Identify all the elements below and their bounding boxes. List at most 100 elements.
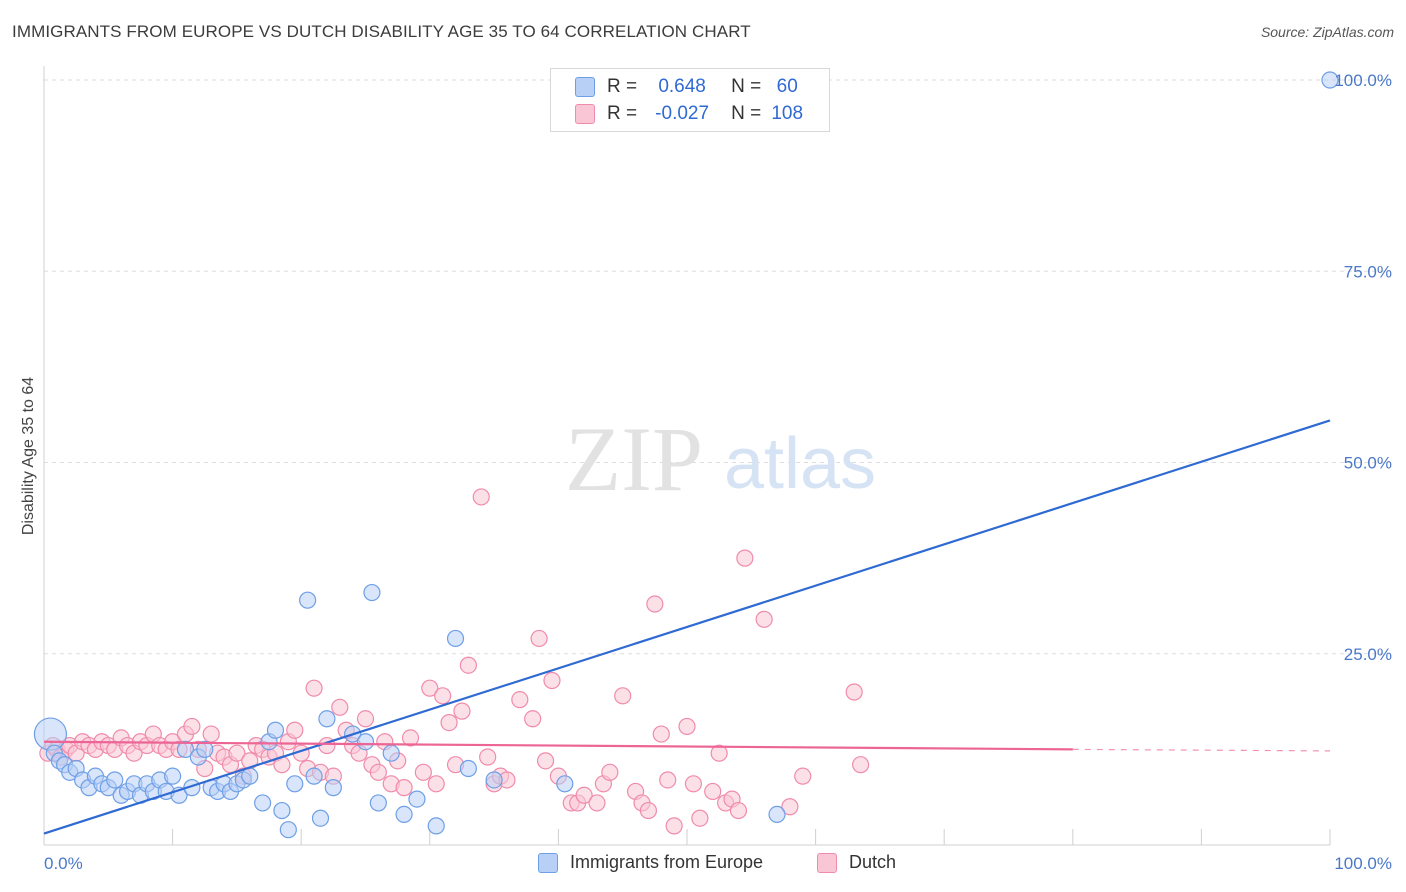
source-label: Source: ZipAtlas.com [1260,24,1394,40]
point-europe [311,809,330,827]
point-dutch [659,771,677,789]
x-tick-label: 100.0% [1334,854,1392,873]
x-tick-label: 0.0% [44,854,83,873]
point-europe [305,767,323,785]
point-europe [266,721,285,739]
point-dutch [691,809,709,827]
point-europe [556,775,574,793]
grid-lines [44,79,1390,655]
point-dutch [524,710,542,728]
point-europe [279,821,297,839]
point-europe [33,717,68,751]
point-dutch [601,763,619,781]
point-europe [1321,71,1339,89]
legend-swatch-europe [538,852,558,873]
point-dutch [614,687,632,705]
point-europe [176,740,195,758]
point-europe [485,771,503,789]
point-europe [254,794,272,812]
point-dutch [395,779,413,797]
point-dutch [684,775,703,793]
y-tick-label: 25.0% [1344,645,1392,664]
point-dutch [729,801,748,820]
legend-item-dutch[interactable]: Dutch [817,852,896,873]
point-dutch [440,713,458,732]
point-dutch [479,748,497,766]
point-europe [299,591,317,609]
legend-r-value: 0.648 [658,76,706,97]
series-legend: Immigrants from Europe Dutch [0,852,1406,878]
point-dutch [710,744,728,762]
watermark: ZIP atlas [565,408,876,510]
point-europe [363,583,381,602]
point-dutch [536,752,555,770]
point-dutch [652,725,670,743]
point-dutch [588,794,606,812]
legend-n-label: N = [731,76,762,97]
legend-row-europe: R = 0.648 N = 60 [575,74,813,100]
point-dutch [755,610,773,628]
point-dutch [453,702,471,720]
point-dutch [414,763,432,781]
legend-swatch-dutch [817,852,837,873]
y-tick-label: 100.0% [1334,71,1392,90]
point-dutch [228,744,246,762]
tick-labels: 25.0% 50.0% 75.0% 100.0% 0.0% 100.0% [44,71,1392,873]
point-europe [241,767,259,785]
point-europe [196,740,214,758]
stats-legend: R = 0.648 N = 60 R = -0.027 N = 108 [550,68,830,132]
trend-line-europe [43,419,1331,835]
chart-title: IMMIGRANTS FROM EUROPE VS DUTCH DISABILI… [12,22,751,41]
y-axis-label: Disability Age 35 to 64 [20,377,37,535]
legend-r-label: R = [607,103,638,124]
legend-n-value: 108 [771,103,804,124]
point-dutch [646,595,664,613]
point-europe [768,805,786,824]
legend-r-label: R = [607,76,638,97]
legend-label-dutch: Dutch [849,852,897,872]
point-europe [318,710,336,728]
point-europe [286,775,304,793]
point-dutch [331,698,349,716]
point-dutch [183,717,201,736]
axes [43,66,1331,846]
legend-label-europe: Immigrants from Europe [570,852,764,872]
point-europe [427,817,445,835]
point-dutch [202,725,220,743]
point-dutch [459,656,477,674]
point-dutch [286,721,304,739]
point-europe [369,794,387,812]
legend-row-dutch: R = -0.027 N = 108 [575,101,813,127]
point-dutch [427,775,445,793]
point-dutch [356,710,375,728]
y-tick-label: 50.0% [1344,454,1392,473]
legend-item-europe[interactable]: Immigrants from Europe [538,852,763,873]
point-europe [459,759,477,778]
legend-swatch-europe [575,77,595,97]
watermark-zip: ZIP [565,408,703,510]
legend-swatch-dutch [575,104,595,124]
legend-r-value: -0.027 [655,103,710,124]
point-europe [164,767,182,785]
point-dutch [665,817,683,835]
point-europe [395,805,413,824]
point-europe [446,629,465,648]
point-dutch [530,629,548,648]
legend-n-label: N = [731,103,762,124]
point-dutch [704,782,722,801]
trend-lines [43,419,1331,835]
trend-line-dutch-extension [1072,748,1331,752]
point-dutch [401,729,420,747]
point-dutch [511,691,529,709]
point-dutch [472,488,490,506]
point-europe [356,733,375,751]
trend-line-dutch [43,740,1073,751]
point-dutch [736,549,754,567]
point-dutch [305,679,323,697]
point-dutch [845,683,863,701]
y-tick-label: 75.0% [1344,262,1392,281]
point-dutch [639,801,658,820]
point-europe [382,744,400,762]
point-europe [273,801,291,820]
point-dutch [421,679,439,697]
